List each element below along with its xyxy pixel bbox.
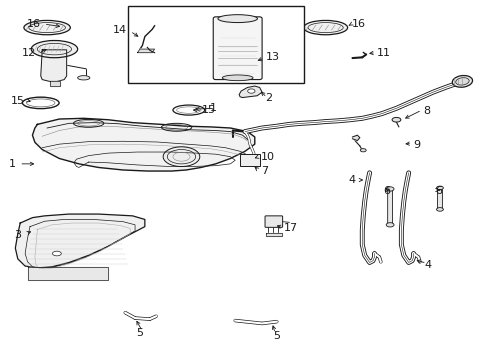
Polygon shape bbox=[352, 135, 360, 140]
Text: 14: 14 bbox=[113, 25, 127, 35]
Ellipse shape bbox=[452, 76, 472, 87]
Text: 15: 15 bbox=[202, 105, 216, 115]
Ellipse shape bbox=[304, 21, 347, 35]
Bar bbox=[128, 6, 304, 83]
Ellipse shape bbox=[163, 147, 200, 167]
Ellipse shape bbox=[392, 117, 401, 122]
Polygon shape bbox=[138, 49, 155, 53]
Ellipse shape bbox=[77, 76, 90, 80]
Text: 11: 11 bbox=[377, 48, 391, 58]
Text: 5: 5 bbox=[136, 328, 144, 338]
Text: 17: 17 bbox=[284, 224, 298, 233]
FancyBboxPatch shape bbox=[265, 216, 283, 227]
Ellipse shape bbox=[24, 21, 71, 35]
Text: 6: 6 bbox=[436, 186, 442, 197]
Polygon shape bbox=[266, 233, 282, 236]
Ellipse shape bbox=[456, 78, 469, 85]
Ellipse shape bbox=[437, 186, 443, 190]
Ellipse shape bbox=[218, 15, 257, 23]
Ellipse shape bbox=[386, 223, 394, 227]
FancyBboxPatch shape bbox=[213, 17, 262, 80]
Text: 8: 8 bbox=[423, 106, 431, 116]
Ellipse shape bbox=[31, 41, 77, 58]
Text: 10: 10 bbox=[261, 152, 274, 162]
Text: 5: 5 bbox=[273, 331, 280, 341]
Text: 7: 7 bbox=[261, 166, 268, 176]
Text: 12: 12 bbox=[22, 48, 36, 58]
Ellipse shape bbox=[52, 251, 61, 256]
Polygon shape bbox=[49, 81, 60, 86]
FancyBboxPatch shape bbox=[388, 190, 392, 224]
Ellipse shape bbox=[222, 75, 253, 81]
Polygon shape bbox=[239, 86, 262, 98]
Text: 1: 1 bbox=[8, 159, 15, 169]
Text: 4: 4 bbox=[349, 175, 356, 185]
FancyBboxPatch shape bbox=[438, 189, 442, 209]
Text: 15: 15 bbox=[11, 96, 25, 106]
Polygon shape bbox=[15, 214, 145, 268]
Text: 9: 9 bbox=[414, 140, 421, 150]
Polygon shape bbox=[32, 118, 255, 171]
Text: 16: 16 bbox=[27, 19, 41, 29]
Text: 16: 16 bbox=[351, 19, 366, 29]
Text: 13: 13 bbox=[266, 52, 279, 62]
Text: 1: 1 bbox=[210, 103, 217, 113]
Bar bbox=[240, 154, 260, 166]
Text: 4: 4 bbox=[425, 260, 432, 270]
Ellipse shape bbox=[360, 149, 366, 152]
Ellipse shape bbox=[437, 208, 443, 211]
Ellipse shape bbox=[247, 89, 255, 93]
Polygon shape bbox=[27, 267, 108, 280]
Polygon shape bbox=[41, 50, 67, 81]
Text: 3: 3 bbox=[14, 230, 21, 239]
Ellipse shape bbox=[386, 187, 394, 191]
Text: 2: 2 bbox=[266, 93, 272, 103]
Text: 6: 6 bbox=[383, 186, 390, 197]
